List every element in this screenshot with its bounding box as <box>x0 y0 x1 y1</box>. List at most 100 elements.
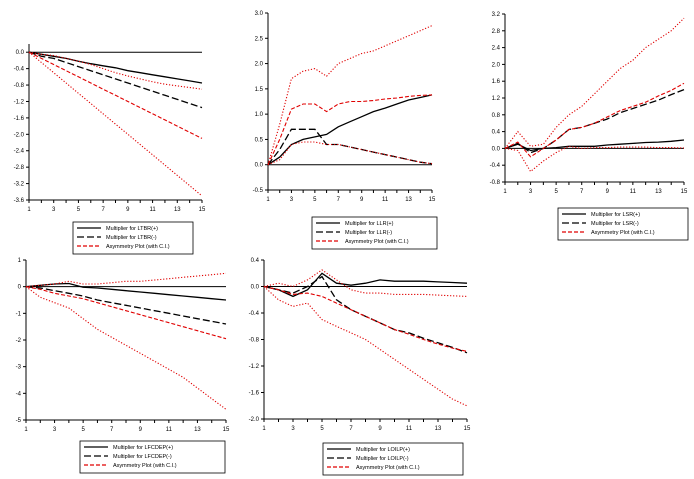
x-tick-label: 7 <box>101 207 105 213</box>
x-tick-label: 9 <box>606 189 610 195</box>
x-tick-label: 9 <box>126 207 130 213</box>
legend-label: Asymmetry Plot (with C.I.) <box>106 244 170 250</box>
series-line-2 <box>504 88 685 154</box>
x-tick-label: 7 <box>580 189 584 195</box>
legend-label: Multiplier for LOILP(-) <box>356 456 409 462</box>
legend-label: Multiplier for LOILP(+) <box>356 447 410 453</box>
y-tick-label: -0.5 <box>253 188 264 194</box>
x-tick-label: 1 <box>266 197 270 203</box>
series-line-3 <box>263 285 468 352</box>
series-line-5 <box>28 51 203 197</box>
legend: Multiplier for LLR(+) Multiplier for LLR(… <box>311 216 438 250</box>
series-line-1 <box>504 139 685 152</box>
y-tick-label: -1.2 <box>249 364 260 370</box>
x-tick-label: 1 <box>27 207 31 213</box>
x-tick-label: 13 <box>435 426 442 432</box>
x-tick-label: 15 <box>199 207 206 213</box>
y-tick-label: 0.0 <box>251 285 260 291</box>
legend-label: Asymmetry Plot (with C.I.) <box>113 463 177 469</box>
legend: Multiplier for LSR(+) Multiplier for LSR(… <box>557 207 689 241</box>
y-tick-label: -4 <box>16 391 22 397</box>
legend: Multiplier for LOILP(+) Multiplier for LO… <box>322 442 464 476</box>
y-tick-label: -0.8 <box>249 338 260 344</box>
legend-box <box>322 442 464 476</box>
x-tick-label: 15 <box>223 427 230 433</box>
series-line-3 <box>25 286 227 340</box>
x-tick-label: 15 <box>464 426 471 432</box>
y-tick-label: -2 <box>16 338 22 344</box>
series-line-5 <box>263 286 468 407</box>
y-tick-label: -2.8 <box>14 165 25 171</box>
y-tick-label: -5 <box>16 418 22 424</box>
x-tick-label: 13 <box>194 427 201 433</box>
x-tick-label: 5 <box>320 426 324 432</box>
series-line-1 <box>28 51 203 84</box>
y-tick-label: 0.4 <box>251 258 260 264</box>
x-tick-label: 11 <box>630 189 637 195</box>
y-tick-label: -0.8 <box>14 83 25 89</box>
series-line-2 <box>25 286 227 325</box>
y-tick-label: 2.0 <box>492 62 501 68</box>
y-tick-label: 0 <box>18 285 22 291</box>
x-tick-label: 11 <box>406 426 413 432</box>
y-tick-label: -0.4 <box>14 67 25 73</box>
y-tick-label: -1.6 <box>14 116 25 122</box>
x-tick-label: 7 <box>349 426 353 432</box>
x-tick-label: 1 <box>503 189 507 195</box>
x-tick-label: 5 <box>81 427 85 433</box>
legend-box <box>72 221 194 255</box>
series-line-1 <box>267 94 433 166</box>
x-tick-label: 3 <box>290 197 294 203</box>
legend-label: Multiplier for LSR(-) <box>591 221 639 227</box>
y-tick-label: 0.0 <box>255 163 264 169</box>
x-tick-label: 7 <box>110 427 114 433</box>
x-tick-label: 9 <box>378 426 382 432</box>
y-tick-label: -0.8 <box>490 180 501 186</box>
y-tick-label: -1.2 <box>14 99 25 105</box>
y-tick-label: -3 <box>16 365 22 371</box>
x-tick-label: 1 <box>262 426 266 432</box>
x-tick-label: 15 <box>429 197 436 203</box>
series-line-3 <box>504 82 685 158</box>
y-tick-label: 2.4 <box>492 46 501 52</box>
y-tick-label: -1 <box>16 311 22 317</box>
y-tick-label: -3.2 <box>14 182 25 188</box>
legend-label: Multiplier for LLR(-) <box>345 230 392 236</box>
legend-label: Asymmetry Plot (with C.I.) <box>591 230 655 236</box>
y-tick-label: 2.8 <box>492 29 501 35</box>
x-tick-label: 5 <box>77 207 81 213</box>
legend: Multiplier for LFCDEP(+) Multiplier for L… <box>79 440 226 474</box>
x-tick-label: 7 <box>337 197 341 203</box>
y-tick-label: 1.5 <box>255 87 264 93</box>
series-line-5 <box>267 141 433 166</box>
x-tick-label: 13 <box>174 207 181 213</box>
series-line-5 <box>504 145 685 173</box>
x-tick-label: 11 <box>166 427 173 433</box>
legend-label: Multiplier for LFCDEP(+) <box>113 445 173 451</box>
x-tick-label: 15 <box>681 189 688 195</box>
x-tick-label: 5 <box>313 197 317 203</box>
y-tick-label: 0.8 <box>492 113 501 119</box>
legend-label: Multiplier for LLR(+) <box>345 221 394 227</box>
y-tick-label: 0.4 <box>492 130 501 136</box>
x-tick-label: 9 <box>139 427 143 433</box>
legend-box <box>79 440 226 474</box>
y-tick-label: -2.4 <box>14 149 25 155</box>
series-line-4 <box>25 272 227 288</box>
x-tick-label: 5 <box>554 189 558 195</box>
x-tick-label: 3 <box>529 189 533 195</box>
legend-label: Multiplier for LFCDEP(-) <box>113 454 172 460</box>
y-tick-label: -3.6 <box>14 198 25 204</box>
legend-label: Multiplier for LSR(+) <box>591 212 640 218</box>
chart-panel-1: 0.0-0.4-0.8-1.2-1.6-2.0-2.4-2.8-3.2-3.61… <box>14 44 206 255</box>
x-tick-label: 11 <box>149 207 156 213</box>
x-tick-label: 1 <box>24 427 28 433</box>
series-line-4 <box>504 17 685 149</box>
y-tick-label: 0.0 <box>16 50 25 56</box>
chart-panel-2: 3.02.52.01.51.00.50.0-0.51 3 5 7 9 11 13 15Mult… <box>253 11 438 250</box>
legend-label: Multiplier for LTBR(+) <box>106 226 158 232</box>
y-tick-label: -0.4 <box>249 311 260 317</box>
y-tick-label: 1.6 <box>492 79 501 85</box>
